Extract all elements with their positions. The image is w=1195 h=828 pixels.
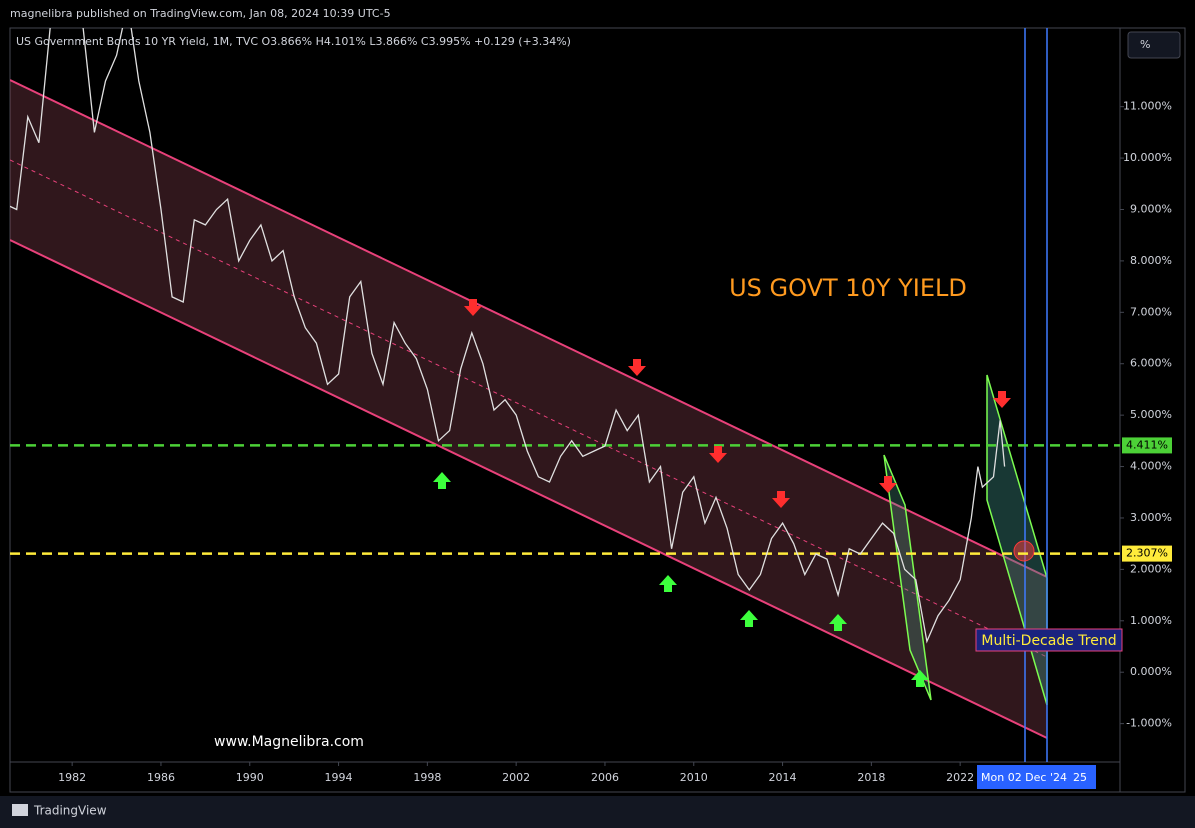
x-tick-label: 2014: [769, 771, 797, 784]
arrow-up: [659, 575, 677, 592]
axis-unit: %: [1140, 38, 1150, 51]
y-tick-label: 0.000%: [1130, 665, 1172, 678]
arrow-up: [740, 610, 758, 627]
logo: [12, 804, 28, 816]
x-tick-label: 2002: [502, 771, 530, 784]
arrow-down: [628, 359, 646, 376]
x-tick-label: 2018: [857, 771, 885, 784]
level-box: [1122, 437, 1172, 454]
arrow-down: [993, 391, 1011, 408]
drawings: [10, 28, 1048, 762]
y-tick-label: 6.000%: [1130, 357, 1172, 370]
frame: [9, 27, 1186, 793]
arrow-down: [464, 299, 482, 316]
unit-button[interactable]: [1127, 31, 1181, 59]
header: magnelibra published on TradingView.com,…: [10, 7, 391, 20]
arrow-up: [911, 670, 929, 687]
x-tick-label: 1990: [236, 771, 264, 784]
cursor-label: Mon 02 Dec '24: [981, 771, 1067, 784]
marker-circle: [1013, 540, 1035, 562]
y-tick-label: 1.000%: [1130, 614, 1172, 627]
annotation: www.Magnelibra.com: [214, 734, 364, 750]
x-tick-label: 2022: [946, 771, 974, 784]
x-tick-label: 2006: [591, 771, 619, 784]
x-tick-label: 1982: [58, 771, 86, 784]
legend: US Government Bonds 10 YR Yield, 1M, TVC…: [16, 35, 571, 48]
y-tick-label: 11.000%: [1123, 100, 1172, 113]
arrow-down: [879, 476, 897, 493]
level-label: 2.307%: [1126, 547, 1168, 560]
x-tick-label: 1998: [413, 771, 441, 784]
y-tick-label: 10.000%: [1123, 151, 1172, 164]
y-tick-label: -1.000%: [1126, 717, 1172, 730]
annotation-title: US GOVT 10Y YIELD: [729, 274, 967, 302]
y-tick-label: 4.000%: [1130, 460, 1172, 473]
cursor-next: 25: [1073, 771, 1087, 784]
y-tick-label: 5.000%: [1130, 408, 1172, 421]
plot-layer: [10, 28, 1120, 644]
level-box: [1122, 545, 1172, 562]
level-label: 4.411%: [1126, 438, 1168, 451]
arrow-up: [829, 614, 847, 631]
x-tick-label: 1986: [147, 771, 175, 784]
channel-fill: [10, 80, 1047, 738]
y-tick-label: 9.000%: [1130, 202, 1172, 215]
annotation: Multi-Decade Trend: [981, 633, 1116, 649]
y-tick-label: 2.000%: [1130, 562, 1172, 575]
footer: TradingView: [33, 804, 107, 818]
y-tick-label: 8.000%: [1130, 254, 1172, 267]
cursor-box: [977, 765, 1096, 789]
x-tick-label: 1994: [325, 771, 353, 784]
arrow-down: [709, 446, 727, 463]
channel-upper: [10, 79, 1048, 578]
footer-bar: [0, 796, 1195, 828]
y-tick-label: 7.000%: [1130, 305, 1172, 318]
green-channel: [883, 454, 932, 701]
arrows: [433, 299, 1011, 687]
price-line: [10, 28, 1006, 644]
y-tick-label: 3.000%: [1130, 511, 1172, 524]
arrow-down: [772, 491, 790, 508]
arrow-up: [433, 472, 451, 489]
x-tick-label: 2010: [680, 771, 708, 784]
channel-lower: [10, 239, 1048, 739]
annotation-box: [975, 628, 1123, 652]
